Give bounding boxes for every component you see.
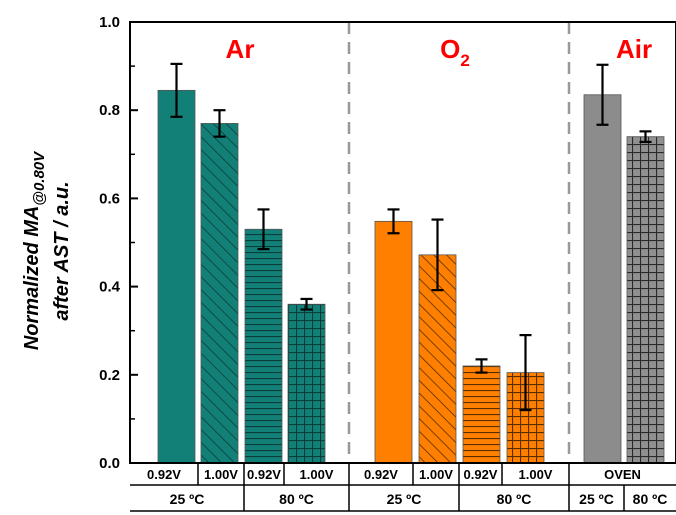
- bar-air-10: [626, 136, 665, 464]
- voltage-label: 1.00V: [519, 467, 553, 482]
- y-tick-label: 0.8: [99, 102, 120, 119]
- bars-layer: [157, 89, 665, 464]
- voltage-label: 0.92V: [247, 467, 281, 482]
- error-bar: [519, 334, 532, 412]
- temperature-label: 80 ºC: [497, 491, 532, 507]
- error-bar: [387, 208, 400, 235]
- y-tick-label: 0.6: [99, 190, 120, 207]
- y-axis-label-line2: after AST / a.u.: [51, 181, 73, 320]
- bar-ar-3: [244, 228, 283, 464]
- y-tick-label: 1.0: [99, 14, 120, 31]
- voltage-label: 1.00V: [300, 467, 334, 482]
- error-bar: [257, 208, 270, 251]
- category-label-rows: 0.92V 1.00V 0.92V 1.00V 0.92V 1.00V 0.92V 1.00V…: [130, 463, 676, 512]
- error-bar: [475, 358, 488, 374]
- group-label-air-main: Air: [616, 34, 652, 64]
- group-label-ar: Ar: [226, 34, 255, 64]
- temperature-label: 25 ºC: [579, 491, 614, 507]
- temperature-label: 25 ºC: [387, 491, 422, 507]
- voltage-label: 0.92V: [364, 467, 398, 482]
- error-bars-layer: [170, 62, 652, 412]
- voltage-label: 0.92V: [147, 467, 181, 482]
- y-axis-label-subscript: @0.80V: [31, 150, 48, 206]
- svg-text:Normalized MA@0.80V: Normalized MA@0.80V: [21, 150, 48, 350]
- group-label-o2-subscript: 2: [460, 51, 469, 70]
- y-tick-label: 0.0: [99, 455, 120, 472]
- error-bar: [300, 297, 313, 311]
- error-bar: [170, 62, 183, 118]
- bar-o2-7: [462, 365, 501, 464]
- temperature-label: 25 ºC: [170, 491, 205, 507]
- error-bar: [431, 218, 444, 292]
- error-bar: [639, 130, 652, 144]
- group-label-ar-main: Ar: [226, 34, 255, 64]
- y-tick-label: 0.4: [99, 279, 121, 296]
- temperature-label: 80 ºC: [633, 491, 668, 507]
- bar-ar-2: [200, 123, 239, 464]
- bar-ar-1: [157, 89, 196, 464]
- voltage-label: 0.92V: [464, 467, 498, 482]
- bar-ar-4: [287, 303, 326, 464]
- voltage-label: OVEN: [604, 467, 641, 482]
- error-bar: [596, 63, 609, 126]
- y-axis-label-line1: Normalized MA: [21, 206, 43, 350]
- temperature-label: 80 ºC: [279, 491, 314, 507]
- y-tick-label: 0.2: [99, 367, 120, 384]
- plot-frame: [129, 21, 676, 464]
- group-label-o2: O2: [440, 34, 470, 70]
- voltage-label: 1.00V: [419, 467, 453, 482]
- y-axis-label: Normalized MA@0.80V after AST / a.u.: [21, 150, 73, 350]
- bar-o2-5: [374, 220, 413, 464]
- bar-air-9: [583, 94, 622, 464]
- group-label-air: Air: [616, 34, 652, 64]
- group-label-o2-main: O: [440, 34, 460, 64]
- error-bar: [213, 109, 226, 138]
- voltage-label: 1.00V: [204, 467, 238, 482]
- y-axis-ticks: 0.0 0.2 0.4 0.6 0.8 1.0: [99, 14, 138, 472]
